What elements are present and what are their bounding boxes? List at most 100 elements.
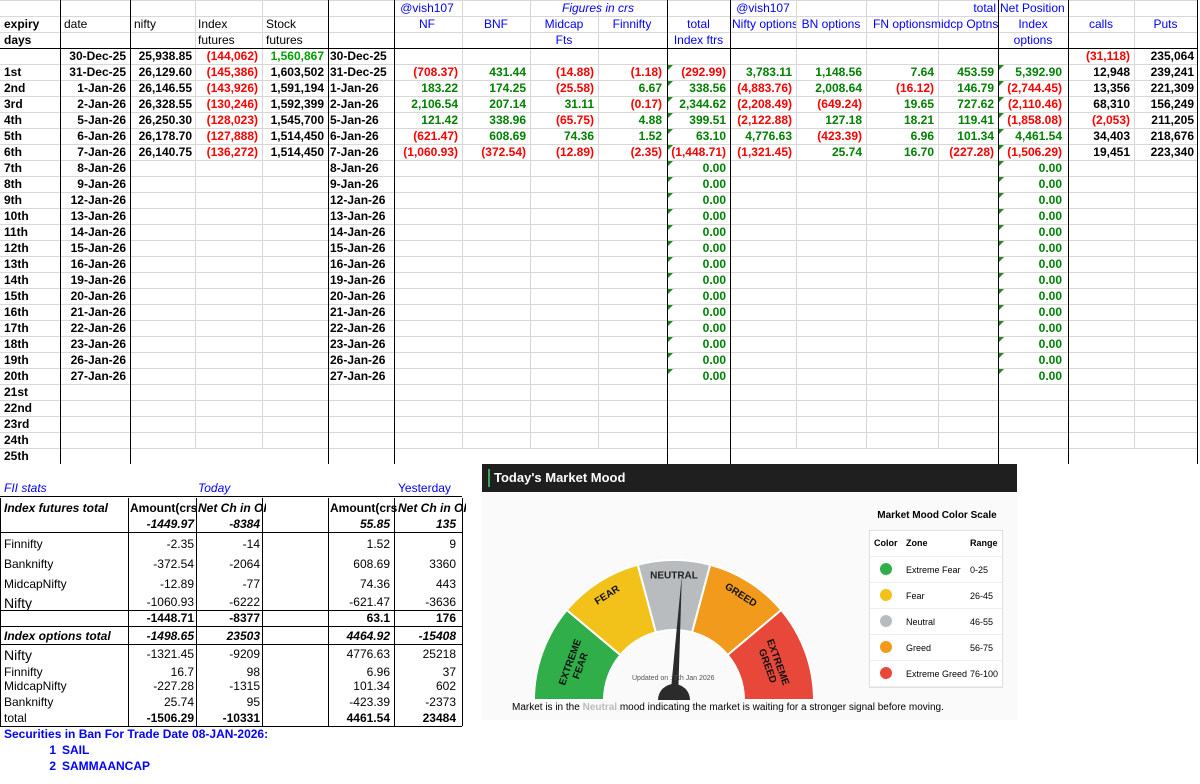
fii-index-futures-total: Index futures total — [4, 501, 109, 515]
cell-net: 0.00 — [1038, 209, 1062, 223]
cell-fin: 4.88 — [638, 113, 662, 127]
cell-comment-marker — [668, 353, 673, 358]
ban-item-no: 1 — [49, 743, 56, 757]
gauge-needle — [670, 574, 682, 701]
fii-future-t_amt: -372.54 — [153, 557, 194, 571]
fii-future-t_oi: -77 — [242, 577, 260, 591]
scale-head-zone: Zone — [906, 538, 928, 548]
cell-midcap: (12.89) — [555, 145, 594, 159]
cell-nopt: 3,783.11 — [745, 65, 792, 79]
cell-net: 0.00 — [1038, 161, 1062, 175]
cell-comment-marker — [999, 209, 1004, 214]
grid-line — [0, 532, 462, 533]
cell-comment-marker — [668, 209, 673, 214]
scale-table: Color Zone Range Extreme Fear 0-25 Fear 26-45 N… — [869, 530, 1003, 688]
cell-nf: (708.37) — [413, 65, 458, 79]
scale-dot — [880, 667, 892, 679]
fii-netch-yday: Net Ch in OI — [398, 501, 466, 515]
cell-calls: 13,356 — [1093, 81, 1130, 95]
header-finnifty: Finnifty — [612, 17, 652, 31]
header-nifty: nifty — [134, 17, 157, 31]
cell-nf: 183.22 — [421, 81, 458, 95]
cell-net: (2,744.45) — [1007, 81, 1062, 95]
grid-line — [866, 0, 867, 448]
fii-future-name: MidcapNifty — [4, 577, 67, 591]
fii-option-t_amt: -1321.45 — [146, 647, 194, 661]
cell-comment-marker — [668, 337, 673, 342]
scale-range: 26-45 — [970, 591, 994, 601]
header-total: total — [687, 17, 710, 31]
header-total-2: Index ftrs — [673, 33, 724, 47]
cell-comment-marker — [668, 81, 673, 86]
cell-fin: 6.67 — [638, 81, 662, 95]
cell-date2: 9-Jan-26 — [330, 177, 379, 191]
cell-date2: 14-Jan-26 — [330, 225, 386, 239]
cell-bnopt: 2,008.64 — [815, 81, 862, 95]
day-label: 24th — [4, 433, 29, 447]
cell-date: 2-Jan-26 — [77, 97, 126, 111]
cell-comment-marker — [668, 225, 673, 230]
base-idx-fut: (144,062) — [206, 49, 258, 63]
cell-date: 9-Jan-26 — [77, 177, 126, 191]
header-bn-options: BN options — [801, 17, 861, 31]
cell-comment-marker — [999, 129, 1004, 134]
cell-date2: 6-Jan-26 — [330, 129, 379, 143]
cell-comment-marker — [999, 177, 1004, 182]
fii-amount-yday: Amount(crs — [330, 501, 398, 515]
cell-idx_fut: (127,888) — [206, 129, 258, 143]
cell-fnopt: 16.70 — [903, 145, 934, 159]
fii-title: FII stats — [4, 481, 47, 495]
day-label: 22nd — [4, 401, 33, 415]
market-mood-panel: Today's Market Mood EXTREMEFEAR FEAR NEUTR… — [482, 464, 1017, 720]
header-nifty-options: Nifty options — [732, 17, 796, 31]
header-net-position: Net Position — [1000, 1, 1065, 15]
fii-opt-sum-y_amt: 4461.54 — [346, 711, 390, 725]
cell-bnopt: 25.74 — [831, 145, 862, 159]
cell-nifty: 26,178.70 — [138, 129, 192, 143]
fii-future-y_amt: -621.47 — [349, 595, 390, 609]
grid-line — [128, 498, 129, 726]
mood-message-post: mood indicating the market is waiting fo… — [617, 702, 944, 713]
header-midcap-2: Fts — [555, 33, 573, 47]
grid-line — [1134, 0, 1135, 448]
cell-fnopt: (16.12) — [895, 81, 934, 95]
cell-tot: 2,344.62 — [679, 97, 726, 111]
cell-nopt: (2,122.88) — [737, 113, 792, 127]
fii-future-t_oi: -14 — [242, 537, 260, 551]
fii-option-name: Banknifty — [4, 695, 54, 709]
cell-calls: (2,053) — [1091, 113, 1130, 127]
cell-date: 16-Jan-26 — [70, 257, 126, 271]
grid-line — [598, 0, 599, 448]
cell-bnopt: (649.24) — [817, 97, 862, 111]
cell-net: 0.00 — [1038, 273, 1062, 287]
cell-stk_fut: 1,514,450 — [270, 145, 324, 159]
fii-option-y_amt: 4776.63 — [346, 647, 390, 661]
cell-date2: 26-Jan-26 — [330, 353, 386, 367]
cell-nf: 121.42 — [421, 113, 458, 127]
fii-today: Today — [198, 481, 231, 495]
day-label: 12th — [4, 241, 29, 255]
day-label: 14th — [4, 273, 29, 287]
cell-tot: 0.00 — [702, 305, 726, 319]
grid-line — [328, 0, 329, 464]
cell-midopt: 119.41 — [957, 113, 994, 127]
mood-color-scale: Market Mood Color Scale — [867, 508, 1007, 694]
grid-line — [60, 0, 61, 464]
fii-future-name: Nifty — [4, 595, 32, 611]
cell-comment-marker — [999, 225, 1004, 230]
cell-net: 0.00 — [1038, 337, 1062, 351]
cell-date: 19-Jan-26 — [70, 273, 126, 287]
cell-fin: 1.52 — [638, 129, 662, 143]
cell-comment-marker — [668, 289, 673, 294]
gauge-hub — [658, 684, 690, 700]
cell-nopt: 4,776.63 — [745, 129, 792, 143]
cell-idx_fut: (136,272) — [206, 145, 258, 159]
scale-row: Neutral 46-55 — [870, 609, 1002, 635]
day-label: 21st — [4, 385, 29, 399]
cell-bnf: (372.54) — [481, 145, 526, 159]
fii-future-y_oi: -3636 — [425, 595, 456, 609]
grid-line — [0, 448, 1197, 449]
cell-comment-marker — [668, 305, 673, 310]
fii-opt-total-t_amt: -1498.65 — [146, 629, 194, 643]
cell-idx_fut: (143,926) — [206, 81, 258, 95]
